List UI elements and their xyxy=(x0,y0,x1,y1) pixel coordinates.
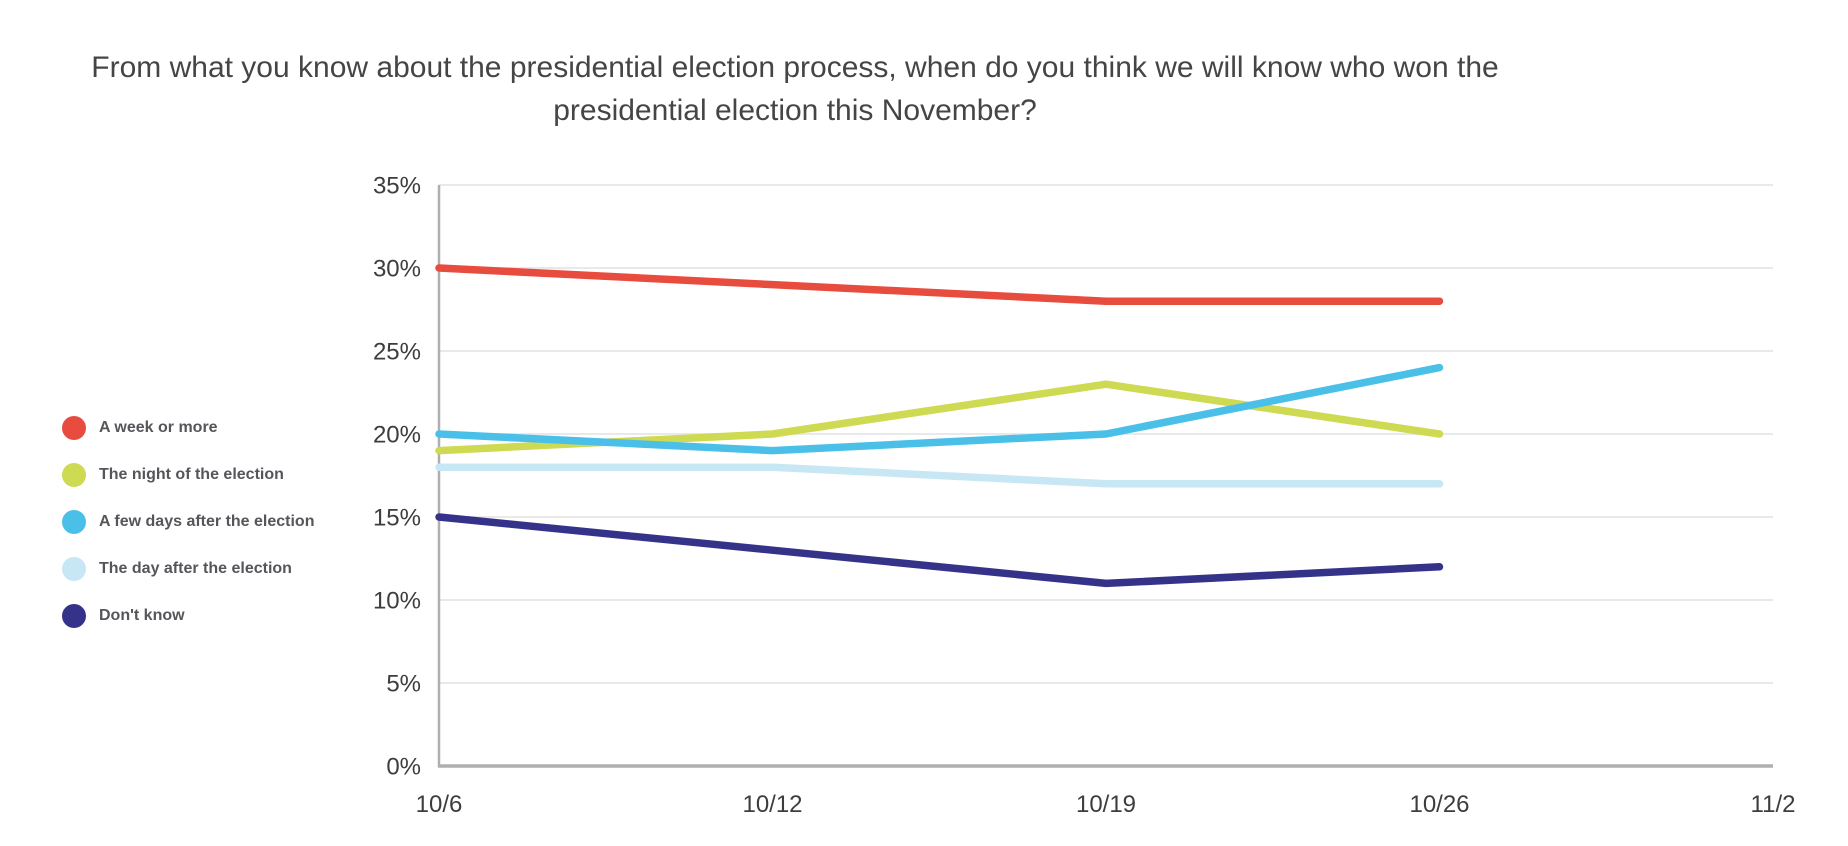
y-tick-label: 5% xyxy=(386,671,421,698)
y-tick-label: 10% xyxy=(373,588,421,615)
legend-item: Don't know xyxy=(62,592,314,639)
legend-color-dot xyxy=(62,603,86,628)
x-tick-label: 10/26 xyxy=(1409,791,1469,818)
y-tick-label: 30% xyxy=(373,256,421,283)
series-line-a-few-days-after-the-election xyxy=(435,363,1444,455)
y-tick-label: 25% xyxy=(373,339,421,366)
series-line-don-t-know xyxy=(435,513,1444,588)
chart-title: From what you know about the presidentia… xyxy=(91,51,1499,127)
legend-label: A week or more xyxy=(99,418,218,436)
legend-color-dot xyxy=(62,509,86,534)
series-line-a-week-or-more xyxy=(435,264,1444,305)
legend-item: A few days after the election xyxy=(62,498,314,545)
x-tick-label: 10/19 xyxy=(1076,791,1136,818)
legend-item: A week or more xyxy=(62,404,314,451)
legend-color-dot xyxy=(62,462,86,487)
chart-legend: A week or more The night of the election A… xyxy=(62,404,314,639)
legend-color-dot xyxy=(62,415,86,440)
legend-label: Don't know xyxy=(99,606,185,624)
y-tick-label: 0% xyxy=(386,754,421,781)
y-tick-label: 15% xyxy=(373,505,421,532)
x-tick-label: 11/2 xyxy=(1751,791,1796,818)
legend-color-dot xyxy=(62,556,86,581)
x-tick-label: 10/12 xyxy=(742,791,802,818)
legend-label: The night of the election xyxy=(99,465,284,483)
legend-item: The day after the election xyxy=(62,545,314,592)
series-line-the-day-after-the-election xyxy=(435,463,1444,488)
legend-label: The day after the election xyxy=(99,559,292,577)
legend-label: A few days after the election xyxy=(99,512,315,530)
y-tick-label: 20% xyxy=(373,422,421,449)
x-tick-label: 10/6 xyxy=(416,791,463,818)
legend-item: The night of the election xyxy=(62,451,314,498)
y-tick-label: 35% xyxy=(373,173,421,200)
